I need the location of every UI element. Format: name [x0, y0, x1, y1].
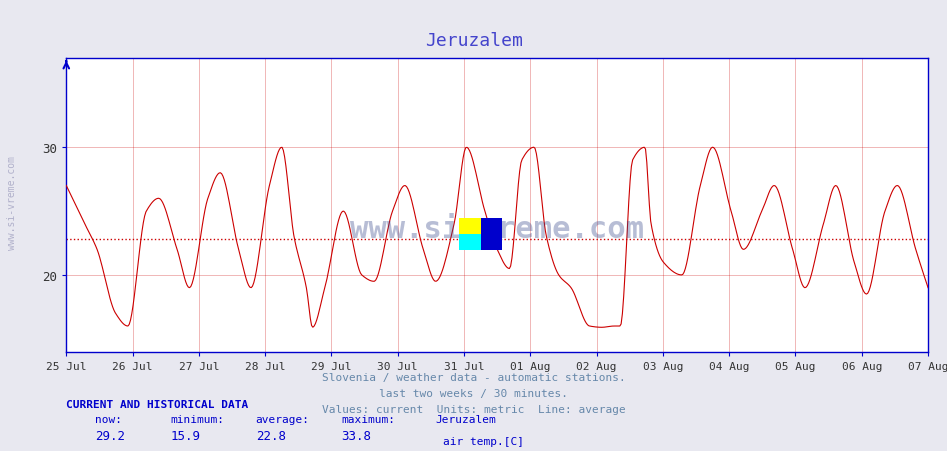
Text: 15.9: 15.9: [170, 429, 201, 442]
Text: minimum:: minimum:: [170, 414, 224, 424]
Text: Values: current  Units: metric  Line: average: Values: current Units: metric Line: aver…: [322, 404, 625, 414]
Text: maximum:: maximum:: [341, 414, 395, 424]
Text: CURRENT AND HISTORICAL DATA: CURRENT AND HISTORICAL DATA: [66, 399, 248, 409]
Text: Jeruzalem: Jeruzalem: [436, 414, 496, 424]
Text: 33.8: 33.8: [341, 429, 371, 442]
Text: 22.8: 22.8: [256, 429, 286, 442]
Text: now:: now:: [95, 414, 122, 424]
Text: air temp.[C]: air temp.[C]: [443, 436, 525, 446]
Text: average:: average:: [256, 414, 310, 424]
Text: Jeruzalem: Jeruzalem: [424, 32, 523, 50]
Bar: [481, 219, 502, 250]
Text: last two weeks / 30 minutes.: last two weeks / 30 minutes.: [379, 388, 568, 398]
Text: www.si-vreme.com: www.si-vreme.com: [8, 156, 17, 250]
Bar: [459, 235, 481, 250]
Bar: [459, 219, 481, 235]
Text: Slovenia / weather data - automatic stations.: Slovenia / weather data - automatic stat…: [322, 372, 625, 382]
Text: www.si-vreme.com: www.si-vreme.com: [350, 214, 644, 243]
Text: 29.2: 29.2: [95, 429, 125, 442]
